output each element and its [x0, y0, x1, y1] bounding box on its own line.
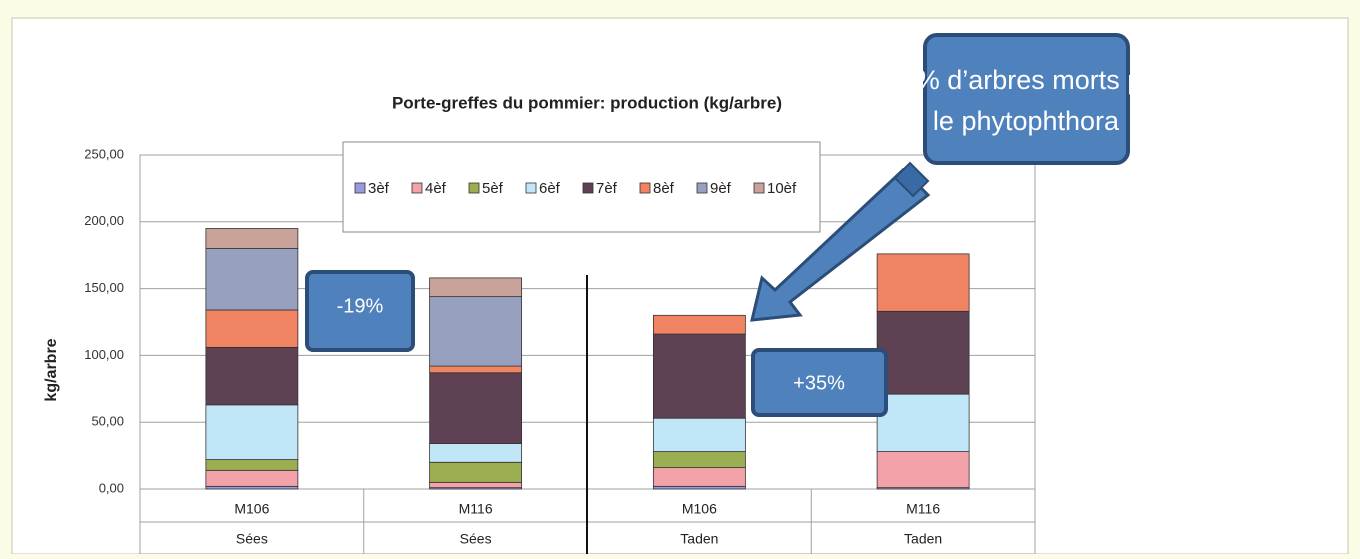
legend-label: 7èf [596, 180, 618, 197]
bar-segment [205, 459, 299, 471]
callout-text: le phytophthora [933, 106, 1120, 136]
y-tick-label: 200,00 [84, 213, 124, 228]
bar-segment [429, 372, 523, 444]
bar-segment [429, 296, 523, 367]
legend-swatch [411, 182, 423, 194]
bar-segment [205, 404, 299, 461]
legend-swatch [639, 182, 651, 194]
x-group-label: Sées [236, 531, 268, 547]
callout-box [305, 270, 415, 352]
bar-segment [876, 451, 970, 489]
legend-swatch [753, 182, 765, 194]
x-tick-label: M106 [682, 501, 717, 517]
bar-segment [205, 228, 299, 249]
x-tick-label: M106 [234, 501, 269, 517]
bar-segment [652, 451, 746, 469]
x-group-label: Sées [460, 531, 492, 547]
bar-segment [429, 277, 523, 298]
arrow [750, 161, 931, 322]
callout-text: -19% [337, 295, 384, 317]
bar-segment [876, 393, 970, 452]
y-tick-label: 250,00 [84, 146, 124, 161]
bar-segment [429, 365, 523, 374]
bar-segment [429, 443, 523, 463]
bar-segment [652, 314, 746, 335]
legend-label: 3èf [368, 180, 390, 197]
bar-segment [429, 481, 523, 489]
x-group-label: Taden [680, 531, 718, 547]
bar-segment [205, 309, 299, 348]
bar-segment [429, 461, 523, 483]
bar-segment [652, 417, 746, 452]
chart-title: Porte-greffes du pommier: production (kg… [392, 93, 782, 112]
x-group-label: Taden [904, 531, 942, 547]
arrow-shape [750, 167, 931, 322]
bar-segment [205, 248, 299, 311]
bar-segment [876, 310, 970, 395]
bar-segment [652, 485, 746, 490]
bar-segment [876, 253, 970, 312]
callout-box [923, 33, 1130, 165]
legend-swatch [696, 182, 708, 194]
legend-label: 10èf [767, 180, 797, 197]
y-axis-label: kg/arbre [43, 338, 60, 401]
legend-swatch [582, 182, 594, 194]
bar-segment [652, 333, 746, 419]
legend-label: 8èf [653, 180, 675, 197]
legend-swatch [468, 182, 480, 194]
y-tick-label: 150,00 [84, 280, 124, 295]
x-tick-label: M116 [906, 501, 940, 517]
bar-segment [205, 346, 299, 406]
y-tick-label: 50,00 [91, 414, 124, 429]
callout-box [751, 348, 888, 417]
legend-box [342, 141, 821, 233]
arrow-tail [893, 161, 930, 198]
x-tick-label: M116 [459, 501, 493, 517]
legend-label: 4èf [425, 180, 447, 197]
legend-swatch [354, 182, 366, 194]
bar-segment [652, 467, 746, 487]
legend: 3èf 4èf 5èf 6èf 7èf 8èf 9èf 10èf [342, 141, 821, 233]
legend-label: 9èf [710, 180, 732, 197]
y-tick-label: 100,00 [84, 347, 124, 362]
legend-label: 5èf [482, 180, 504, 197]
legend-swatch [525, 182, 537, 194]
bar-segment [205, 469, 299, 487]
callout-text: +35% [793, 372, 845, 394]
y-tick-label: 0,00 [99, 480, 124, 495]
bar-segment [205, 485, 299, 490]
legend-label: 6èf [539, 180, 561, 197]
callout-text: 15% d’arbres morts par [886, 65, 1167, 95]
